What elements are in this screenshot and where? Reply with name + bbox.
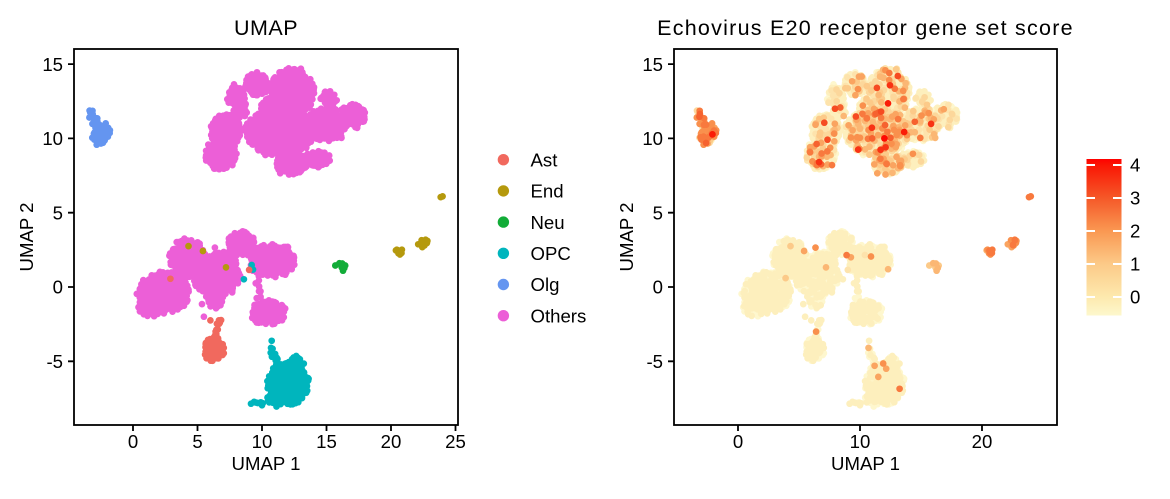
svg-text:0: 0 [733, 431, 743, 452]
svg-text:0: 0 [53, 277, 63, 298]
svg-text:End: End [531, 181, 564, 202]
svg-text:5: 5 [653, 202, 663, 223]
svg-text:5: 5 [192, 431, 202, 452]
svg-text:Olg: Olg [531, 274, 560, 295]
svg-text:15: 15 [42, 54, 63, 75]
svg-text:Echovirus E20 receptor gene se: Echovirus E20 receptor gene set score [657, 16, 1074, 40]
svg-text:1: 1 [1130, 254, 1140, 275]
svg-text:3: 3 [1130, 188, 1140, 209]
svg-text:5: 5 [53, 202, 63, 223]
svg-text:-5: -5 [46, 351, 63, 372]
svg-text:15: 15 [316, 431, 337, 452]
svg-text:UMAP 2: UMAP 2 [616, 203, 637, 272]
svg-text:4: 4 [1130, 155, 1140, 176]
svg-text:UMAP: UMAP [234, 16, 298, 40]
svg-text:10: 10 [42, 128, 63, 149]
svg-text:2: 2 [1130, 221, 1140, 242]
svg-text:0: 0 [128, 431, 138, 452]
svg-text:Neu: Neu [531, 212, 565, 233]
svg-text:UMAP 2: UMAP 2 [16, 203, 37, 272]
svg-text:Ast: Ast [531, 149, 559, 170]
svg-text:UMAP 1: UMAP 1 [232, 453, 301, 474]
svg-text:0: 0 [653, 277, 663, 298]
svg-text:10: 10 [850, 431, 871, 452]
svg-text:10: 10 [252, 431, 273, 452]
svg-text:UMAP 1: UMAP 1 [831, 453, 900, 474]
svg-text:25: 25 [445, 431, 466, 452]
svg-text:15: 15 [642, 54, 663, 75]
svg-text:10: 10 [642, 128, 663, 149]
svg-text:0: 0 [1130, 287, 1140, 308]
svg-text:Others: Others [531, 305, 587, 326]
svg-text:OPC: OPC [531, 243, 571, 264]
svg-text:20: 20 [972, 431, 993, 452]
svg-text:-5: -5 [646, 351, 663, 372]
svg-text:20: 20 [381, 431, 402, 452]
